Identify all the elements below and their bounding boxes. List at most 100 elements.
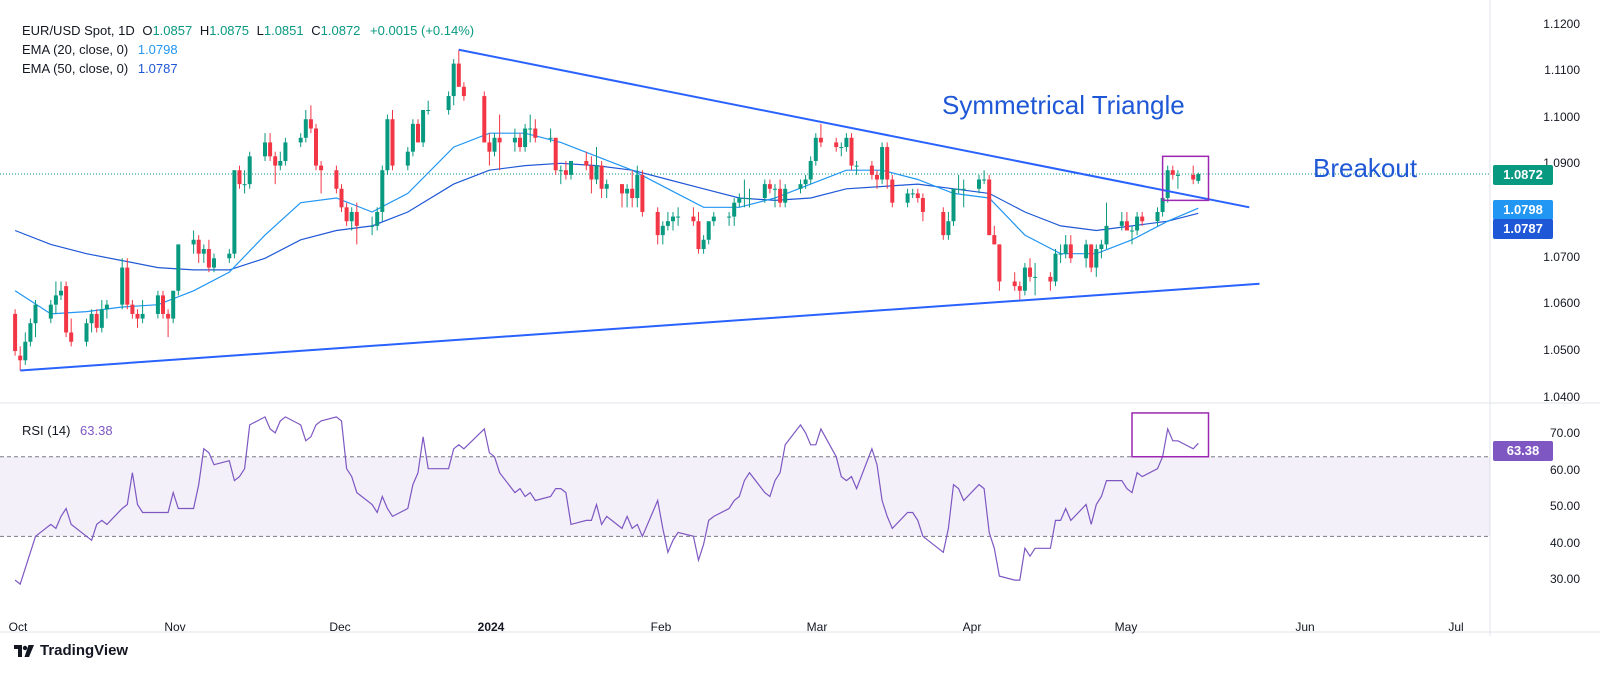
candle [94,313,99,328]
candle [176,244,181,291]
symbol-label: EUR/USD Spot, 1D [22,23,135,38]
candle [242,184,247,186]
low-key: L [256,23,264,38]
candle [676,216,681,218]
ema20-price-tag: 1.0798 [1493,200,1553,220]
candle [701,239,706,250]
candle [273,156,278,166]
last-price-tag: 1.0872 [1493,165,1553,185]
candle [1068,244,1073,259]
breakout-box [1161,155,1210,202]
candle [773,188,777,190]
candle [711,216,716,222]
candle [946,221,951,236]
candle [778,188,783,203]
legend-ema20-row[interactable]: EMA (20, close, 0) 1.0798 [22,40,178,60]
candle [487,142,492,152]
candle [370,225,375,227]
candle [263,142,267,157]
candle [727,216,732,218]
candle [987,179,992,236]
candle [1033,276,1038,278]
rsi-value-tag: 63.38 [1493,441,1553,461]
candle [298,137,303,143]
price-axis-tick: 1.1200 [1543,17,1580,31]
candle [227,253,232,259]
candle [1017,286,1022,291]
candle [905,193,910,203]
candle [803,179,808,185]
candle [696,221,701,250]
candle [191,239,196,245]
candle [961,188,966,190]
candle [1155,211,1160,222]
candle [268,142,273,157]
candle [1140,216,1145,222]
candle [1084,244,1089,259]
rsi-axis-tick: 60.00 [1549,463,1580,477]
rsi-highlight-box [1131,412,1210,458]
candle [1175,174,1180,176]
rsi-value: 63.38 [80,423,113,438]
candle [767,184,772,189]
candle [890,179,895,203]
price-axis-tick: 1.0500 [1543,343,1580,357]
candle [660,225,665,236]
rsi-axis-tick: 50.00 [1549,499,1580,513]
candle [528,128,533,130]
rsi-axis-tick: 30.00 [1549,572,1580,586]
candle [523,128,528,148]
candle [135,313,140,319]
tradingview-brand[interactable]: TradingView [14,642,128,659]
candle [18,355,23,361]
candle [354,211,359,226]
candle [421,109,426,143]
ema20-line [14,132,1199,315]
candle [308,119,313,129]
candle [553,137,558,171]
low-value: 1.0851 [263,23,304,38]
candle [844,137,849,148]
candle [691,216,696,222]
high-value: 1.0875 [209,23,249,38]
candle [166,313,171,319]
candle [33,304,38,324]
candle [747,198,752,200]
breakout-annotation: Breakout [1313,153,1418,183]
candle [89,313,94,324]
close-value: 1.0872 [320,23,361,38]
legend-ema50-row[interactable]: EMA (50, close, 0) 1.0787 [22,59,178,79]
candle [798,184,803,189]
candle [375,211,380,226]
brand-label: TradingView [40,642,129,659]
candle [839,147,844,149]
candle [492,137,497,152]
legend-symbol-row: EUR/USD Spot, 1D O1.0857 H1.0875 L1.0851… [22,21,474,41]
candle [512,137,517,143]
candle [1094,249,1099,268]
candle [941,211,946,236]
candle [849,137,854,166]
price-axis-tick: 1.1000 [1543,110,1580,124]
candle [563,170,568,175]
high-key: H [199,23,210,38]
candle [762,184,767,199]
rsi-band-background [0,456,1490,537]
candle [334,170,339,189]
candle [875,174,879,180]
candle [548,137,553,139]
candle [992,235,997,245]
time-axis-tick: Feb [650,620,672,634]
ema50-value: 1.0787 [137,61,178,76]
candle [201,249,206,254]
time-axis-tick: Nov [164,620,186,634]
candle [339,188,344,208]
rsi-axis-tick: 70.00 [1549,426,1580,440]
time-axis-tick: 2024 [477,620,505,634]
candle [594,165,599,180]
candle [1048,276,1053,282]
candle [196,239,201,254]
legend-rsi-row[interactable]: RSI (14) 63.38 [22,421,113,441]
candle [869,165,874,175]
candle [28,323,33,342]
